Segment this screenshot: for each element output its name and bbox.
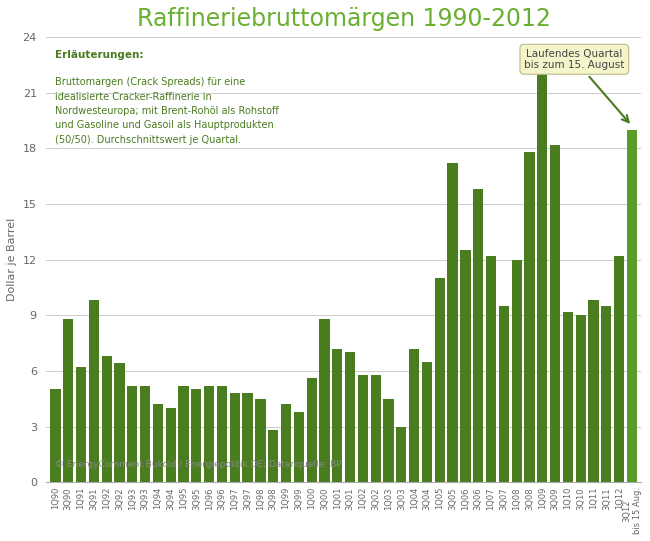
Y-axis label: Dollar je Barrel: Dollar je Barrel (7, 218, 17, 301)
Bar (140, 386, 150, 482)
Bar (153, 404, 163, 482)
Bar (281, 404, 291, 482)
Bar (525, 152, 534, 482)
Bar (255, 399, 266, 482)
Bar (204, 386, 214, 482)
Bar (370, 374, 381, 482)
Text: Erläuterungen:: Erläuterungen: (55, 50, 144, 61)
Bar (268, 430, 278, 482)
Bar (76, 367, 86, 482)
Bar (114, 364, 125, 482)
Title: Raffineriebruttomärgen 1990-2012: Raffineriebruttomärgen 1990-2012 (136, 7, 551, 31)
Bar (358, 374, 368, 482)
Bar (332, 348, 343, 482)
Bar (179, 386, 188, 482)
Bar (191, 390, 202, 482)
Bar (396, 426, 406, 482)
Bar (217, 386, 227, 482)
Bar (627, 130, 637, 482)
Bar (576, 315, 586, 482)
Text: Bruttomargen (Crack Spreads) für eine
idealisierte Cracker-Raffinerie in
Nordwes: Bruttomargen (Crack Spreads) für eine id… (55, 77, 279, 145)
Bar (614, 256, 624, 482)
Bar (166, 408, 176, 482)
Bar (550, 144, 560, 482)
Bar (242, 393, 253, 482)
Bar (345, 352, 356, 482)
Bar (307, 378, 317, 482)
Bar (537, 70, 547, 482)
Bar (294, 412, 304, 482)
Bar (447, 163, 458, 482)
Bar (435, 278, 445, 482)
Bar (229, 393, 240, 482)
Bar (473, 189, 484, 482)
Bar (101, 356, 112, 482)
Bar (563, 312, 573, 482)
Bar (409, 348, 419, 482)
Bar (601, 306, 612, 482)
Bar (486, 256, 496, 482)
Bar (50, 390, 60, 482)
Bar (63, 319, 73, 482)
Bar (384, 399, 394, 482)
Bar (422, 361, 432, 482)
Bar (319, 319, 330, 482)
Bar (512, 260, 522, 482)
Bar (499, 306, 509, 482)
Text: Laufendes Quartal
bis zum 15. August: Laufendes Quartal bis zum 15. August (524, 49, 629, 122)
Bar (460, 250, 471, 482)
Text: © EnergyComment Bukold / Energiepolitik.DE; Datenquelle: BP: © EnergyComment Bukold / Energiepolitik.… (55, 460, 342, 469)
Bar (127, 386, 137, 482)
Bar (588, 300, 599, 482)
Bar (89, 300, 99, 482)
